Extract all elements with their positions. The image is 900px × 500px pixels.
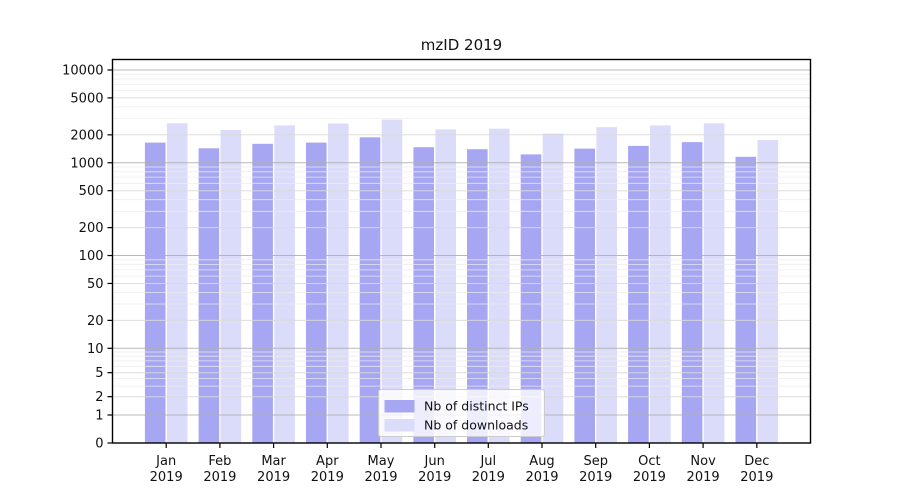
y-tick-label: 10000 — [62, 64, 103, 79]
x-tick-label-month: Sep — [583, 454, 608, 469]
y-tick-label: 50 — [87, 277, 104, 292]
x-tick-label-year: 2019 — [311, 470, 344, 485]
x-tick-label-year: 2019 — [364, 470, 397, 485]
x-tick-label-month: Jun — [424, 454, 445, 469]
bar-feb-distinct-ips — [198, 148, 220, 444]
x-tick-label-year: 2019 — [525, 470, 558, 485]
y-tick-label: 1 — [95, 409, 103, 424]
y-tick-label: 500 — [79, 184, 104, 199]
bar-dec-downloads — [757, 140, 779, 443]
bar-may-downloads — [381, 119, 403, 443]
y-tick-label: 10 — [87, 342, 104, 357]
x-tick-label-month: Apr — [316, 454, 339, 469]
bar-aug-distinct-ips — [520, 154, 542, 443]
x-tick-label-year: 2019 — [203, 470, 236, 485]
x-tick-label-month: Aug — [529, 454, 554, 469]
x-tick-label-year: 2019 — [579, 470, 612, 485]
bar-oct-downloads — [650, 125, 671, 444]
y-tick-label: 100 — [79, 249, 104, 264]
x-tick-label-month: Nov — [690, 454, 716, 469]
x-tick-label-year: 2019 — [687, 470, 720, 485]
bar-jul-downloads — [489, 128, 510, 443]
x-tick-label-year: 2019 — [257, 470, 290, 485]
y-tick-label: 5 — [95, 366, 103, 381]
tick-labels-layer: 012510205010020050010002000500010000Jan2… — [62, 64, 773, 486]
bar-jun-distinct-ips — [413, 147, 434, 443]
legend-label-distinct-ips: Nb of distinct IPs — [424, 399, 529, 414]
y-tick-label: 1000 — [70, 156, 103, 171]
chart-title: mzID 2019 — [421, 36, 502, 54]
x-tick-label-month: Jan — [155, 454, 176, 469]
plot-frame — [111, 58, 812, 444]
legend-swatch-downloads — [384, 419, 415, 432]
bar-oct-distinct-ips — [628, 145, 649, 443]
legend-box — [378, 389, 545, 437]
legend-label-downloads: Nb of downloads — [424, 418, 528, 433]
y-tick-label: 2000 — [70, 128, 103, 143]
x-tick-label-month: Dec — [744, 454, 769, 469]
x-tick-label-month: Oct — [638, 454, 660, 469]
x-tick-label-month: May — [368, 454, 395, 469]
bar-mar-downloads — [274, 125, 295, 444]
bar-jul-distinct-ips — [467, 149, 488, 443]
legend-swatch-distinct-ips — [384, 400, 415, 413]
bar-mar-distinct-ips — [252, 143, 273, 444]
x-tick-label-year: 2019 — [418, 470, 451, 485]
x-tick-label-year: 2019 — [633, 470, 666, 485]
y-tick-label: 0 — [95, 437, 103, 452]
y-tick-label: 5000 — [70, 91, 103, 106]
x-tick-label-year: 2019 — [150, 470, 183, 485]
ticks-layer — [107, 69, 758, 448]
y-tick-label: 200 — [79, 221, 104, 236]
legend: Nb of distinct IPs Nb of downloads — [378, 389, 545, 437]
x-tick-label-month: Mar — [261, 454, 286, 469]
bar-sep-distinct-ips — [574, 148, 595, 443]
x-tick-label-year: 2019 — [472, 470, 505, 485]
gridlines-layer — [112, 69, 811, 416]
y-tick-label: 20 — [87, 314, 104, 329]
bar-feb-downloads — [220, 130, 242, 443]
x-tick-label-year: 2019 — [740, 470, 773, 485]
bar-dec-distinct-ips — [735, 156, 757, 444]
bar-sep-downloads — [596, 127, 617, 443]
bar-jun-downloads — [435, 129, 456, 443]
y-tick-label: 2 — [95, 390, 103, 405]
x-tick-label-month: Jul — [479, 454, 496, 469]
x-tick-label-month: Feb — [208, 454, 231, 469]
